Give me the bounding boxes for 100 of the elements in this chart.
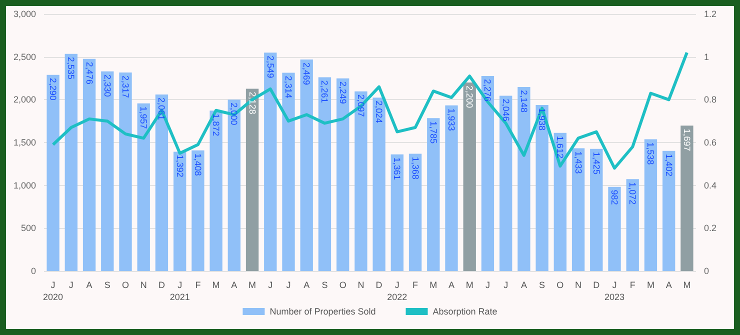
bar xyxy=(536,104,548,271)
bar xyxy=(518,86,530,271)
bar xyxy=(137,103,150,271)
bar xyxy=(246,88,259,271)
bar xyxy=(318,77,332,271)
bar xyxy=(101,71,114,271)
bar xyxy=(427,118,440,271)
bar xyxy=(192,150,204,271)
text: 1,500 xyxy=(13,138,36,148)
bar xyxy=(119,72,132,271)
data-label: 1,402 xyxy=(664,154,674,176)
bar xyxy=(662,150,676,271)
bar xyxy=(499,96,512,271)
data-label: 2,128 xyxy=(247,92,258,114)
x-tick-label: J xyxy=(68,280,74,290)
bar xyxy=(626,179,639,271)
bar xyxy=(590,148,603,271)
legend-label: Number of Properties Sold xyxy=(270,306,376,316)
data-label: 1,408 xyxy=(192,153,203,176)
data-label: 982 xyxy=(610,190,620,205)
data-label: 2,024 xyxy=(374,100,384,124)
data-label: 1,938 xyxy=(537,108,548,131)
y2-tick-label: 0.2 xyxy=(704,223,717,234)
data-label: 1,872 xyxy=(211,114,222,136)
bar xyxy=(300,59,313,271)
bar xyxy=(390,154,404,271)
x-tick-label: J 2021 xyxy=(170,280,190,302)
data-label: 1,368 xyxy=(410,156,420,180)
bar xyxy=(554,132,567,271)
x-tick-label: A xyxy=(448,280,455,290)
x-tick-label: N xyxy=(575,280,582,290)
data-label: 2,249 xyxy=(338,81,348,104)
data-label: 1,392 xyxy=(174,154,185,178)
x-tick-label: D xyxy=(158,280,166,290)
x-tick-label: J 2022 xyxy=(387,280,408,302)
x-tick-label: M xyxy=(212,280,220,290)
x-tick-label: A xyxy=(666,280,672,290)
x-tick-label: M xyxy=(430,280,438,290)
bar xyxy=(155,94,168,271)
bar xyxy=(608,186,621,271)
data-label: 1,785 xyxy=(428,121,438,144)
bar xyxy=(336,78,350,271)
data-label: 1,433 xyxy=(573,151,584,174)
x-tick-label: J 2020 xyxy=(43,280,64,302)
bar xyxy=(680,126,694,271)
x-tick-label: A xyxy=(231,280,238,290)
data-label: 2,330 xyxy=(102,74,112,97)
y2-tick-label: 0.8 xyxy=(704,94,717,105)
x-tick-label: F xyxy=(630,280,636,290)
data-label: 2,261 xyxy=(320,80,330,103)
bar xyxy=(463,82,476,271)
data-label: 2,046 xyxy=(500,98,511,122)
y2-tick-label: 0.6 xyxy=(704,138,717,148)
y2-tick-label: 0 xyxy=(704,266,710,276)
x-tick-label: M xyxy=(683,280,691,290)
bar xyxy=(572,148,585,271)
data-label: 2,097 xyxy=(356,94,366,117)
x-tick-label: A xyxy=(304,280,310,290)
text: 0 xyxy=(30,266,36,276)
y2-tick-label: 0.4 xyxy=(704,180,717,190)
data-label: 1,361 xyxy=(392,157,402,180)
x-tick-label: A xyxy=(520,280,527,290)
data-label: 2,535 xyxy=(66,56,76,80)
data-label: 2,476 xyxy=(84,62,94,84)
x-tick-label: S xyxy=(322,280,328,290)
data-label: 2,276 xyxy=(482,79,493,102)
bar xyxy=(408,154,422,271)
x-tick-label: F xyxy=(195,280,202,290)
data-label: 2,469 xyxy=(302,62,312,86)
text: 2,500 xyxy=(13,52,36,62)
legend-label: Absorption Rate xyxy=(432,306,498,316)
data-label: 1,538 xyxy=(646,142,656,165)
data-label: 2,200 xyxy=(464,86,475,108)
bar xyxy=(173,152,186,271)
bar xyxy=(82,58,96,271)
data-label: 1,933 xyxy=(446,108,456,131)
x-tick-label: S xyxy=(104,280,110,290)
bar xyxy=(644,139,658,271)
bar xyxy=(46,74,60,271)
data-label: 2,549 xyxy=(265,56,276,78)
data-label: 2,314 xyxy=(284,76,294,98)
y2-tick-label: 1 xyxy=(704,52,710,62)
x-tick-label: M xyxy=(248,280,256,290)
text: 2,000 xyxy=(13,94,36,105)
data-label: 2,000 xyxy=(229,102,240,126)
x-tick-label: J xyxy=(286,280,291,290)
x-tick-label: N xyxy=(140,280,147,290)
bar xyxy=(372,98,386,271)
data-label: 2,061 xyxy=(156,97,167,120)
bar xyxy=(264,52,277,271)
x-tick-label: O xyxy=(339,280,346,290)
bar xyxy=(64,54,78,271)
text: 3,000 xyxy=(13,9,36,19)
bar xyxy=(354,91,368,271)
x-tick-label: F xyxy=(412,280,419,290)
y2-tick-label: 1.2 xyxy=(704,9,717,19)
x-tick-label: O xyxy=(556,280,564,290)
data-label: 2,148 xyxy=(518,90,529,113)
x-tick-label: O xyxy=(122,280,130,290)
data-label: 1,612 xyxy=(555,136,566,158)
